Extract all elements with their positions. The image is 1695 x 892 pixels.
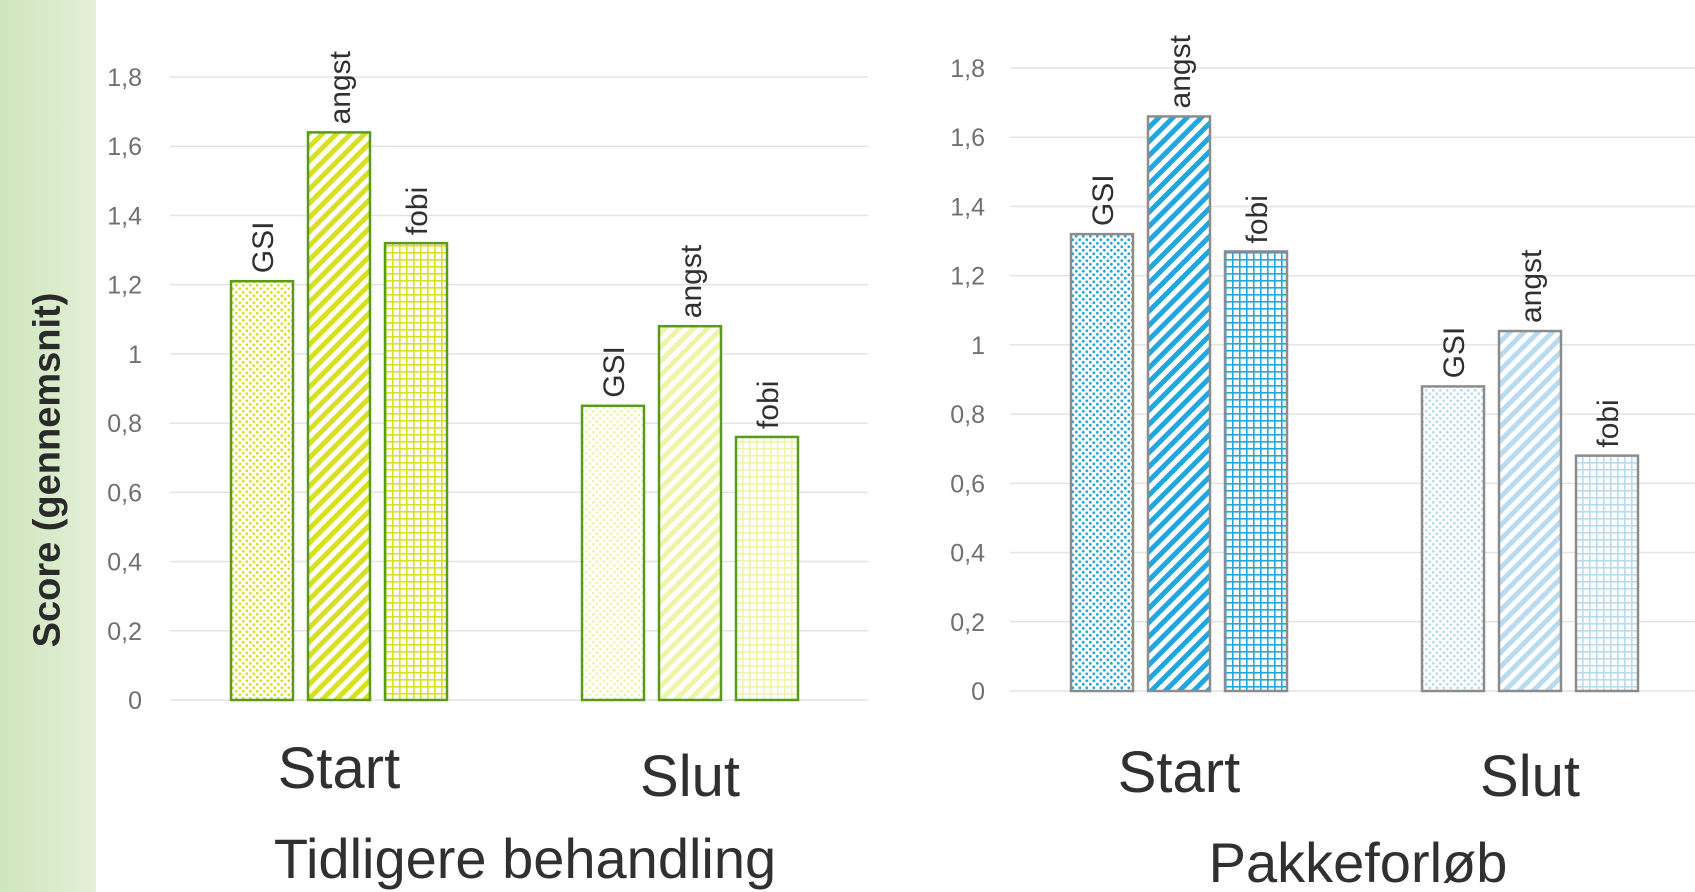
bar-label: GSI [598, 346, 631, 398]
bar-slut-angst [1497, 329, 1563, 693]
y-tick-label: 0,2 [107, 618, 142, 646]
bar-slut-gsi [580, 404, 646, 702]
bar-label: GSI [1087, 174, 1120, 226]
y-tick-label: 0,4 [107, 549, 142, 577]
y-tick-label: 0,8 [950, 401, 985, 429]
bar-label: angst [324, 50, 357, 124]
bar-label: GSI [247, 222, 280, 274]
bar-label: fobi [401, 187, 434, 235]
y-tick-label: 0,6 [107, 479, 142, 507]
bar-start-fobi [383, 241, 449, 702]
bar-label: angst [675, 244, 708, 318]
bar-start-gsi [229, 279, 295, 702]
y-tick-label: 1,4 [107, 202, 142, 230]
chart-title: Pakkeforløb [1209, 831, 1508, 892]
y-tick-label: 1,8 [950, 55, 985, 83]
bar-label: angst [1515, 249, 1548, 323]
y-tick-label: 1 [971, 332, 985, 360]
category-label: Slut [640, 744, 740, 809]
bar-slut-fobi [1574, 454, 1640, 693]
category-label: Start [278, 736, 401, 801]
y-tick-label: 1,6 [107, 133, 142, 161]
y-tick-label: 0,8 [107, 410, 142, 438]
bar-label: GSI [1438, 327, 1471, 379]
bar-label: fobi [1241, 195, 1274, 243]
bar-label: fobi [752, 381, 785, 429]
bar-start-angst [1146, 115, 1212, 693]
y-tick-label: 0,4 [950, 540, 985, 568]
y-tick-label: 0,6 [950, 470, 985, 498]
bar-start-angst [306, 131, 372, 702]
y-tick-label: 1 [128, 341, 142, 369]
bar-start-gsi [1069, 232, 1135, 693]
y-tick-label: 1,2 [950, 263, 985, 291]
chart-title: Tidligere behandling [274, 827, 776, 890]
y-tick-label: 0 [128, 687, 142, 715]
y-tick-label: 1,8 [107, 64, 142, 92]
y-tick-label: 0 [971, 678, 985, 706]
bar-label: angst [1164, 34, 1197, 108]
bar-start-fobi [1223, 250, 1289, 693]
category-label: Start [1118, 740, 1241, 805]
y-tick-label: 1,2 [107, 272, 142, 300]
bar-label: fobi [1592, 399, 1625, 447]
y-tick-label: 1,6 [950, 124, 985, 152]
category-label: Slut [1480, 744, 1580, 809]
y-tick-label: 0,2 [950, 609, 985, 637]
bar-slut-angst [657, 324, 723, 702]
y-tick-label: 1,4 [950, 193, 985, 221]
y-axis-band: Score (gennemsnit) [0, 0, 96, 892]
bar-slut-gsi [1420, 385, 1486, 693]
bar-slut-fobi [734, 435, 800, 702]
